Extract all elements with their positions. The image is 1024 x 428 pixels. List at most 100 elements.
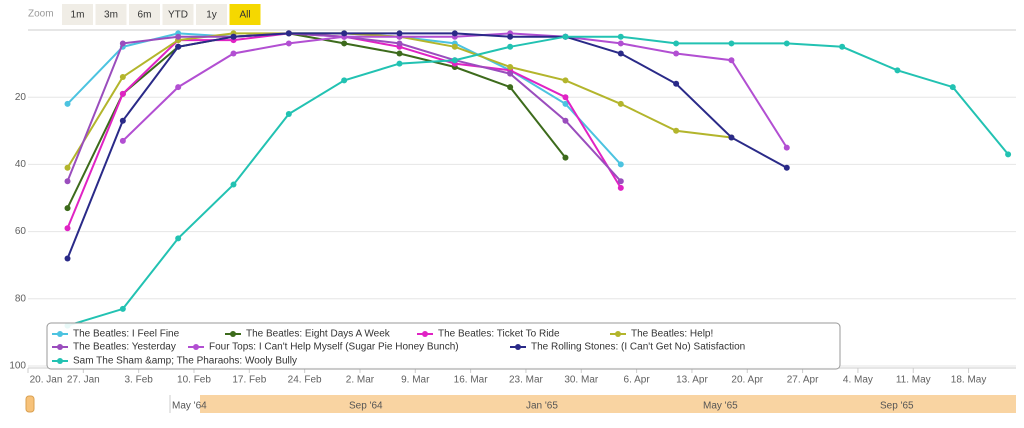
data-point[interactable] <box>119 74 126 81</box>
data-point[interactable] <box>230 181 237 188</box>
data-point[interactable] <box>673 80 680 87</box>
data-point[interactable] <box>64 225 71 232</box>
legend-label[interactable]: Sam The Sham &amp; The Pharaohs: Wooly B… <box>73 356 297 367</box>
data-point[interactable] <box>507 33 514 40</box>
legend-label[interactable]: The Beatles: Eight Days A Week <box>246 329 391 340</box>
data-point[interactable] <box>175 43 182 50</box>
data-point[interactable] <box>341 77 348 84</box>
legend-label[interactable]: Four Tops: I Can't Help Myself (Sugar Pi… <box>209 342 459 353</box>
legend-marker[interactable] <box>615 331 621 337</box>
y-tick-label: 40 <box>15 159 27 170</box>
range-button-label[interactable]: YTD <box>168 10 188 21</box>
data-point[interactable] <box>230 33 237 40</box>
range-button-label[interactable]: 3m <box>104 10 118 21</box>
data-point[interactable] <box>285 40 292 47</box>
data-point[interactable] <box>507 63 514 70</box>
data-point[interactable] <box>617 50 624 57</box>
legend-marker[interactable] <box>57 344 63 350</box>
legend-marker[interactable] <box>422 331 428 337</box>
data-point[interactable] <box>507 84 514 91</box>
data-point[interactable] <box>285 111 292 117</box>
legend-label[interactable]: The Beatles: Ticket To Ride <box>438 329 560 340</box>
data-point[interactable] <box>285 30 292 37</box>
data-point[interactable] <box>230 50 237 57</box>
legend-label[interactable]: The Beatles: Yesterday <box>73 342 176 353</box>
legend-marker[interactable] <box>57 331 63 337</box>
legend-marker[interactable] <box>57 358 63 364</box>
legend-marker[interactable] <box>515 344 521 350</box>
data-point[interactable] <box>64 178 71 185</box>
data-point[interactable] <box>839 43 846 50</box>
zoom-label: Zoom <box>28 9 54 20</box>
data-point[interactable] <box>64 255 71 262</box>
data-point[interactable] <box>783 144 790 151</box>
data-point[interactable] <box>396 30 403 37</box>
data-point[interactable] <box>451 43 458 50</box>
data-point[interactable] <box>783 164 790 171</box>
range-button[interactable] <box>162 4 194 25</box>
data-point[interactable] <box>64 100 71 107</box>
data-point[interactable] <box>341 40 348 47</box>
data-point[interactable] <box>562 33 569 40</box>
navigator-handle[interactable] <box>25 395 35 413</box>
range-button-label[interactable]: 6m <box>138 10 152 21</box>
data-point[interactable] <box>894 67 901 74</box>
data-point[interactable] <box>728 134 735 141</box>
data-point[interactable] <box>341 30 348 37</box>
navigator-label: May '64 <box>172 401 207 412</box>
data-point[interactable] <box>451 57 458 64</box>
data-point[interactable] <box>175 84 182 91</box>
legend-label[interactable]: The Beatles: Help! <box>631 329 713 340</box>
range-button[interactable] <box>196 4 227 25</box>
legend-label[interactable]: The Rolling Stones: (I Can't Get No) Sat… <box>531 342 745 353</box>
data-point[interactable] <box>562 154 569 161</box>
x-tick-label: 2. Mar <box>346 375 375 386</box>
data-point[interactable] <box>396 50 403 57</box>
data-point[interactable] <box>119 40 126 47</box>
legend-marker[interactable] <box>193 344 199 350</box>
data-point[interactable] <box>673 40 680 47</box>
data-point[interactable] <box>119 117 126 124</box>
range-button-label[interactable]: 1m <box>71 10 85 21</box>
data-point[interactable] <box>617 178 624 185</box>
legend-label[interactable]: The Beatles: I Feel Fine <box>73 329 180 340</box>
data-point[interactable] <box>507 70 514 77</box>
data-point[interactable] <box>175 235 182 242</box>
data-point[interactable] <box>562 100 569 107</box>
data-point[interactable] <box>673 127 680 134</box>
data-point[interactable] <box>507 43 514 50</box>
data-point[interactable] <box>562 117 569 124</box>
data-point[interactable] <box>451 30 458 37</box>
data-point[interactable] <box>562 77 569 84</box>
data-point[interactable] <box>64 205 71 212</box>
legend-marker[interactable] <box>230 331 236 337</box>
data-point[interactable] <box>175 33 182 40</box>
data-point[interactable] <box>728 57 735 64</box>
series-line <box>67 35 1009 327</box>
data-point[interactable] <box>617 40 624 47</box>
data-point[interactable] <box>119 137 126 144</box>
data-point[interactable] <box>783 40 790 47</box>
x-tick-label: 9. Mar <box>401 375 430 386</box>
data-point[interactable] <box>728 40 735 47</box>
data-point[interactable] <box>617 33 624 40</box>
range-button[interactable] <box>129 4 160 25</box>
data-point[interactable] <box>562 94 569 101</box>
data-point[interactable] <box>617 184 624 191</box>
range-button[interactable] <box>229 4 261 25</box>
data-point[interactable] <box>617 100 624 107</box>
data-point[interactable] <box>396 40 403 47</box>
data-point[interactable] <box>396 60 403 67</box>
data-point[interactable] <box>64 164 71 171</box>
range-button-label[interactable]: 1y <box>206 10 217 21</box>
range-button[interactable] <box>62 4 93 25</box>
data-point[interactable] <box>1005 151 1012 158</box>
data-point[interactable] <box>119 305 126 312</box>
data-point[interactable] <box>673 50 680 57</box>
range-button-label[interactable]: All <box>239 10 250 21</box>
data-point[interactable] <box>617 161 624 168</box>
x-tick-label: 3. Feb <box>124 375 153 386</box>
data-point[interactable] <box>119 90 126 97</box>
range-button[interactable] <box>95 4 127 25</box>
data-point[interactable] <box>949 84 956 91</box>
